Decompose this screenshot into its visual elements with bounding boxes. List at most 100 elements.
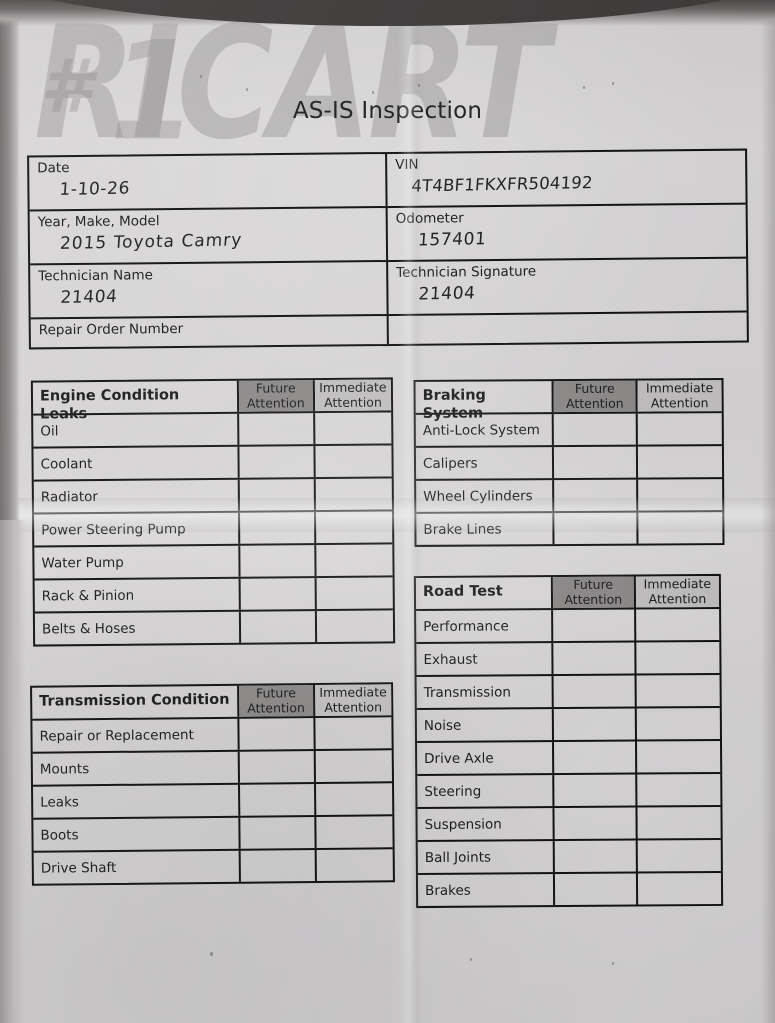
row-label: Oil — [33, 413, 240, 447]
row-label: Drive Shaft — [33, 850, 241, 884]
field-vin[interactable]: VIN 4T4BF1FKXFR504192 — [387, 151, 745, 206]
checkbox-immediate[interactable] — [636, 675, 719, 707]
checkbox-future[interactable] — [239, 446, 316, 478]
checkbox-immediate[interactable] — [316, 783, 392, 815]
checkbox-immediate[interactable] — [638, 446, 722, 478]
row-label: Ball Joints — [417, 841, 555, 874]
transmission-table-title: Transmission Condition — [32, 685, 240, 719]
immediate-line1: Immediate — [645, 380, 714, 396]
checkbox-immediate[interactable] — [315, 412, 391, 444]
checkbox-future[interactable] — [554, 446, 639, 479]
table-row: Water Pump — [34, 544, 393, 581]
vehicle-info-table: Date 1-10-26 VIN 4T4BF1FKXFR504192 Year,… — [27, 148, 749, 350]
transmission-condition-table: Transmission Condition Future Attention I… — [30, 682, 395, 886]
table-row: Brakes — [417, 873, 721, 907]
row-label: Mounts — [32, 751, 240, 785]
table-row: Suspension — [417, 806, 721, 843]
column-header-immediate-attention: Immediate Attention — [635, 575, 720, 608]
checkbox-future[interactable] — [554, 840, 638, 873]
checkbox-future[interactable] — [553, 413, 639, 446]
field-technician-signature[interactable]: Technician Signature 21404 — [388, 259, 746, 314]
table-header-row: Braking System Future Attention Immediate… — [415, 380, 722, 422]
table-header-row: Road Test Future Attention Immediate Atten… — [415, 575, 720, 612]
field-repair-order-number-label: Repair Order Number — [38, 320, 184, 339]
row-label: Suspension — [417, 808, 555, 841]
row-label: Performance — [416, 610, 554, 643]
checkbox-future[interactable] — [552, 609, 637, 642]
table-row: Repair or Replacement — [32, 717, 392, 754]
row-label: Noise — [416, 709, 554, 742]
row-label: Leaks — [33, 784, 241, 818]
checkbox-immediate[interactable] — [638, 873, 721, 905]
checkbox-future[interactable] — [553, 741, 638, 774]
checkbox-future[interactable] — [239, 751, 316, 783]
checkbox-future[interactable] — [553, 642, 637, 675]
field-odometer[interactable]: Odometer 157401 — [388, 205, 746, 260]
checkbox-future[interactable] — [239, 784, 317, 816]
checkbox-immediate[interactable] — [638, 840, 721, 872]
table-row: Coolant — [33, 445, 392, 482]
checkbox-future[interactable] — [238, 413, 316, 445]
field-year-make-model-value: 2015 Toyota Camry — [59, 229, 243, 254]
checkbox-immediate[interactable] — [317, 610, 393, 642]
horizontal-fold-crease — [0, 498, 775, 532]
field-repair-order-number[interactable]: Repair Order Number — [30, 315, 389, 348]
checkbox-immediate[interactable] — [317, 849, 393, 881]
checkbox-future[interactable] — [554, 807, 638, 840]
table-row: Belts & Hoses — [34, 610, 393, 645]
checkbox-future[interactable] — [553, 774, 638, 807]
paper-speck — [470, 958, 472, 961]
checkbox-immediate[interactable] — [637, 708, 720, 740]
field-year-make-model[interactable]: Year, Make, Model 2015 Toyota Camry — [29, 208, 389, 264]
checkbox-future[interactable] — [240, 611, 318, 643]
checkbox-immediate[interactable] — [315, 445, 391, 477]
checkbox-immediate[interactable] — [316, 816, 392, 848]
road-test-table-title: Road Test — [415, 577, 553, 610]
checkbox-immediate[interactable] — [636, 642, 719, 674]
future-line2: Attention — [564, 591, 623, 607]
checkbox-immediate[interactable] — [316, 577, 392, 609]
checkbox-immediate[interactable] — [315, 717, 391, 749]
left-edge-shadow-lower — [0, 520, 26, 1023]
vertical-fold-crease — [398, 0, 424, 1023]
checkbox-future[interactable] — [553, 675, 637, 708]
checkbox-future[interactable] — [553, 708, 637, 741]
table-row: Anti-Lock System — [415, 413, 722, 448]
checkbox-future[interactable] — [554, 873, 639, 906]
row-label: Drive Axle — [417, 742, 554, 775]
field-blank[interactable] — [389, 313, 747, 344]
checkbox-future[interactable] — [240, 578, 317, 610]
paper-speck — [612, 962, 614, 965]
info-row: Year, Make, Model 2015 Toyota Camry Odom… — [29, 204, 747, 266]
checkbox-immediate[interactable] — [637, 807, 720, 839]
immediate-line2: Attention — [648, 590, 707, 606]
column-header-future-attention: Future Attention — [238, 685, 316, 717]
column-header-future-attention: Future Attention — [238, 380, 316, 412]
row-label: Calipers — [415, 447, 555, 479]
checkbox-future[interactable] — [240, 545, 317, 577]
immediate-line1: Immediate — [319, 684, 387, 701]
checkbox-future[interactable] — [240, 850, 317, 882]
table-row: Mounts — [32, 750, 393, 787]
checkbox-immediate[interactable] — [637, 774, 720, 806]
checkbox-immediate[interactable] — [316, 544, 392, 576]
row-label: Brakes — [417, 874, 555, 907]
field-date[interactable]: Date 1-10-26 — [29, 154, 388, 210]
immediate-line2: Attention — [324, 394, 382, 410]
checkbox-immediate[interactable] — [316, 750, 392, 782]
field-technician-signature-value: 21404 — [417, 282, 477, 305]
checkbox-immediate[interactable] — [638, 413, 722, 445]
table-row: Oil — [33, 412, 392, 449]
field-vin-value: 4T4BF1FKXFR504192 — [410, 172, 594, 196]
paper-speck — [418, 84, 420, 87]
checkbox-immediate[interactable] — [637, 741, 720, 773]
field-technician-name[interactable]: Technician Name 21404 — [30, 261, 389, 318]
paper-speck — [200, 75, 202, 78]
table-header-row: Transmission Condition Future Attention I… — [32, 684, 392, 721]
checkbox-future[interactable] — [240, 817, 317, 849]
checkbox-future[interactable] — [239, 718, 316, 750]
checkbox-immediate[interactable] — [636, 609, 719, 641]
